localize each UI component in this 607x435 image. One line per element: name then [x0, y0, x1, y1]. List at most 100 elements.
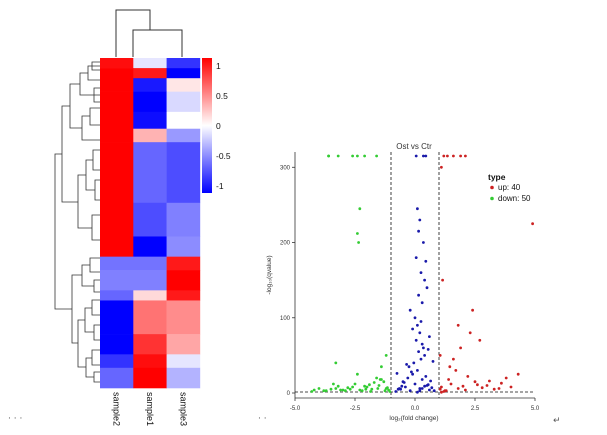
data-point	[464, 154, 467, 158]
heatmap-cell	[133, 91, 167, 113]
heatmap-cell	[133, 367, 167, 389]
data-point	[334, 361, 338, 365]
data-point	[471, 308, 474, 312]
data-point	[368, 383, 371, 387]
heatmap-cell	[100, 142, 134, 204]
colorbar-tick-label: -1	[216, 181, 224, 191]
data-point	[492, 387, 496, 391]
data-point	[332, 382, 335, 386]
heatmap-cell	[133, 290, 167, 301]
heatmap-cell	[100, 290, 134, 301]
data-point	[413, 316, 417, 320]
x-tick-label: 2.5	[471, 406, 480, 412]
heatmap-cell	[166, 111, 201, 130]
heatmap-cell	[133, 236, 167, 257]
data-point	[424, 154, 428, 158]
data-point	[424, 259, 428, 263]
data-point	[449, 382, 453, 386]
data-point	[428, 335, 431, 338]
axis-ticks: -5.0 -2.5 0.0 2.5 5.0 0 100 200 300	[280, 165, 540, 412]
data-point	[466, 375, 470, 378]
ellipsis-mark-mid: · ·	[258, 414, 267, 424]
heatmap-cell	[166, 236, 201, 257]
data-point	[441, 278, 444, 282]
data-point	[386, 386, 389, 390]
data-point	[402, 381, 406, 384]
y-tick-label: 100	[280, 316, 291, 322]
data-point	[400, 384, 404, 388]
data-point	[380, 378, 383, 381]
data-point	[500, 381, 503, 385]
ellipsis-mark-left: · · ·	[8, 414, 23, 424]
data-point	[383, 389, 387, 393]
data-point	[413, 382, 417, 386]
data-point	[440, 385, 443, 389]
heatmap-cell	[100, 68, 134, 79]
data-point	[422, 154, 425, 158]
data-point	[329, 387, 333, 391]
data-point	[405, 363, 408, 366]
legend: type up: 40 down: 50	[488, 172, 531, 203]
data-point	[365, 385, 369, 389]
data-point	[353, 382, 357, 386]
data-point	[419, 320, 423, 323]
data-point	[324, 389, 328, 393]
return-mark-icon: ↵	[553, 416, 561, 426]
y-tick-label: 0	[287, 391, 291, 397]
data-point	[432, 389, 436, 393]
data-point	[351, 385, 354, 389]
data-point	[504, 376, 508, 380]
heatmap-cell	[166, 290, 201, 301]
legend-title: type	[488, 172, 506, 182]
heatmap-cell	[166, 202, 201, 237]
heatmap-cell	[100, 128, 134, 143]
data-point	[322, 389, 326, 393]
data-point	[431, 360, 435, 363]
heatmap-cell	[133, 270, 167, 291]
y-axis-label: -log₁₀(qvalue)	[266, 255, 273, 294]
data-point	[442, 154, 446, 158]
data-point	[419, 357, 423, 361]
data-point	[452, 357, 455, 361]
data-point	[394, 390, 398, 393]
heatmap-cell	[166, 300, 201, 335]
heatmap-cell	[133, 202, 167, 237]
data-point	[341, 388, 345, 392]
heatmap-cell	[133, 58, 167, 69]
x-tick-label: -2.5	[350, 406, 361, 412]
heatmap-cell	[166, 334, 201, 355]
data-point	[418, 218, 422, 222]
data-point	[438, 387, 442, 391]
data-point	[461, 384, 465, 388]
legend-label: down: 50	[498, 194, 531, 203]
legend-marker	[490, 185, 494, 190]
data-point	[423, 354, 426, 357]
data-point	[346, 386, 350, 390]
data-point	[363, 384, 366, 388]
heatmap-cell	[100, 58, 134, 69]
data-point	[336, 154, 340, 158]
data-point	[414, 256, 418, 259]
colorbar-tick-label: 1	[216, 61, 221, 71]
data-point	[406, 376, 410, 380]
data-point	[411, 327, 414, 331]
x-axis-label: log₂(fold change)	[389, 415, 438, 422]
data-point	[422, 346, 425, 350]
y-tick-label: 300	[280, 165, 291, 171]
data-point	[468, 331, 472, 335]
y-tick-label: 200	[280, 241, 291, 247]
column-label: sample1	[145, 392, 155, 426]
data-point	[358, 388, 362, 392]
heatmap: sample2 sample1 sample3 1 0.5 0 -0.5 -1	[54, 9, 231, 426]
data-point	[414, 154, 418, 158]
data-point	[416, 390, 419, 394]
data-point	[456, 387, 460, 390]
data-point	[447, 378, 450, 381]
heatmap-cell	[133, 142, 167, 204]
data-point	[417, 293, 420, 297]
column-labels: sample2 sample1 sample3	[112, 392, 189, 426]
data-point	[351, 154, 354, 158]
data-point	[416, 207, 419, 211]
data-point	[377, 384, 381, 387]
heatmap-cell	[133, 78, 167, 92]
